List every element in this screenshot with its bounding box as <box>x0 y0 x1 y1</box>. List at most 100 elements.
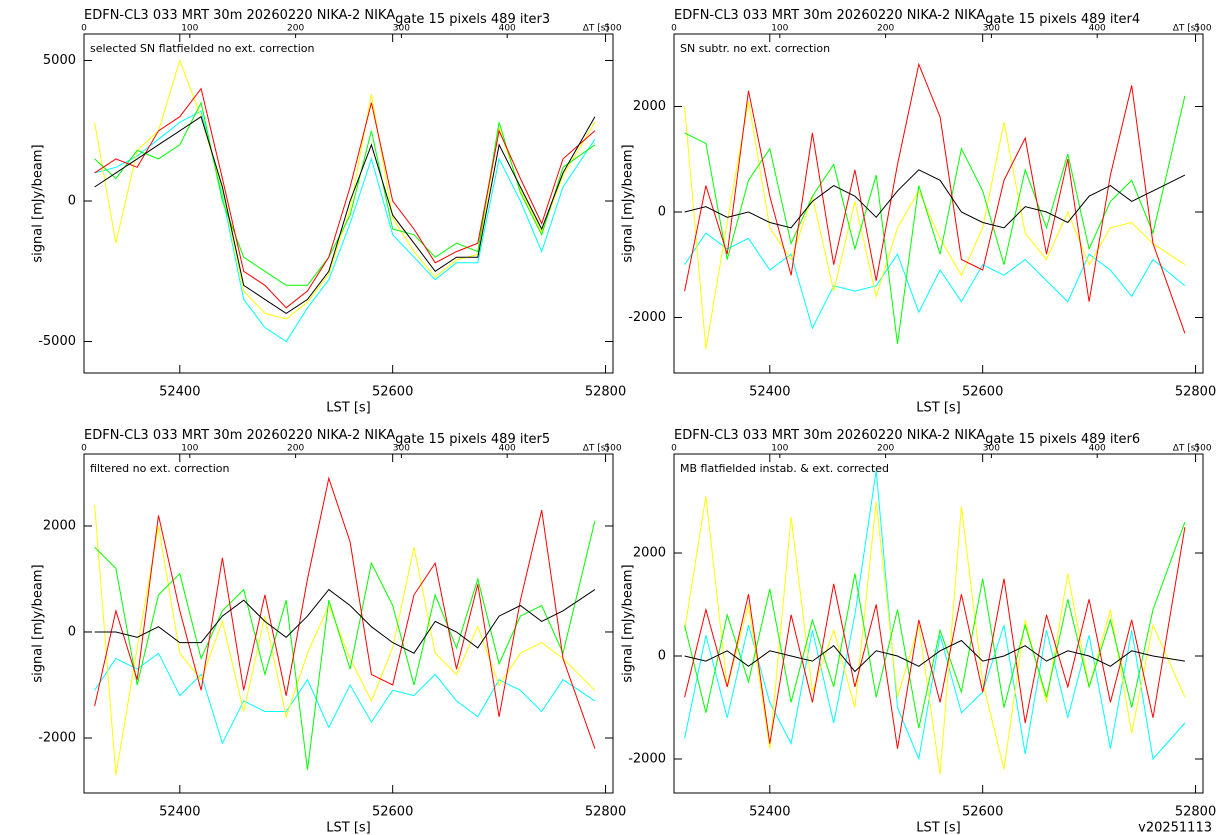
x2-tick-label: 500 <box>1194 24 1211 34</box>
signal-trace <box>94 476 596 749</box>
x2-tick-label: 400 <box>499 444 516 454</box>
x-tick-label: 52600 <box>962 385 1003 400</box>
y-axis-label: signal [mJy/beam] <box>621 564 636 682</box>
y-axis-label: signal [mJy/beam] <box>31 144 46 262</box>
y-tick-label: 2000 <box>43 518 76 533</box>
signal-trace <box>94 87 596 309</box>
x-axis-label: LST [s] <box>916 821 960 835</box>
x2-tick-label: 0 <box>671 444 677 454</box>
annotation: filtered no ext. correction <box>90 462 229 475</box>
signal-trace <box>94 588 596 654</box>
title-main: EDFN-CL3 033 MRT 30m 20260220 NIKA-2 NIK… <box>674 8 985 23</box>
x2-tick-label: 200 <box>877 24 894 34</box>
x-axis-label: LST [s] <box>326 401 370 416</box>
y-tick-label: 5000 <box>43 53 76 68</box>
panel-title: EDFN-CL3 033 MRT 30m 20260220 NIKA-2 NIK… <box>84 8 550 27</box>
annotation: SN subtr. no ext. correction <box>680 42 830 55</box>
plot-frame <box>673 453 1204 794</box>
title-sub: gate 15 pixels 489 iter6 <box>985 432 1140 447</box>
x2-tick-label: 300 <box>983 24 1000 34</box>
x2-axis-label: ΔT [s] <box>1173 24 1199 34</box>
signal-trace <box>94 110 596 343</box>
signal-trace <box>684 521 1186 729</box>
x-tick-label: 52600 <box>372 805 413 820</box>
x2-tick-label: 0 <box>81 444 87 454</box>
x-tick-label: 52400 <box>749 385 790 400</box>
x-tick-label: 52800 <box>585 385 626 400</box>
signal-trace <box>684 62 1186 334</box>
signal-trace <box>684 101 1186 350</box>
y-tick-label: -5000 <box>38 334 76 349</box>
title-main: EDFN-CL3 033 MRT 30m 20260220 NIKA-2 NIK… <box>674 428 985 443</box>
x-tick-label: 52800 <box>1175 805 1216 820</box>
signal-trace <box>94 520 596 770</box>
x2-tick-label: 100 <box>771 444 788 454</box>
y-tick-label: -2000 <box>628 752 666 767</box>
signal-trace <box>684 169 1186 229</box>
x-tick-label: 52600 <box>372 385 413 400</box>
x-axis-label: LST [s] <box>326 821 370 835</box>
x2-axis-label: ΔT [s] <box>583 24 609 34</box>
x2-tick-label: 400 <box>1089 444 1106 454</box>
version-label: v20251113 <box>1138 821 1212 835</box>
signal-trace <box>684 527 1186 749</box>
y-tick-label: -2000 <box>38 730 76 745</box>
plot-frame <box>83 33 614 374</box>
title-sub: gate 15 pixels 489 iter3 <box>395 12 550 27</box>
x-tick-label: 52600 <box>962 805 1003 820</box>
title-sub: gate 15 pixels 489 iter5 <box>395 432 550 447</box>
signal-trace <box>684 639 1185 673</box>
panel-title: EDFN-CL3 033 MRT 30m 20260220 NIKA-2 NIK… <box>674 428 1140 447</box>
x-tick-label: 52800 <box>1175 385 1216 400</box>
x2-tick-label: 100 <box>181 24 198 34</box>
panel: EDFN-CL3 033 MRT 30m 20260220 NIKA-2 NIK… <box>31 8 627 416</box>
signal-trace <box>684 470 1186 761</box>
y-tick-label: 0 <box>658 648 666 663</box>
signal-trace <box>94 652 596 745</box>
panel: EDFN-CL3 033 MRT 30m 20260220 NIKA-2 NIK… <box>31 428 627 835</box>
x2-axis-label: ΔT [s] <box>1173 444 1199 454</box>
signal-trace <box>94 504 596 776</box>
x2-tick-label: 300 <box>393 444 410 454</box>
title-sub: gate 15 pixels 489 iter4 <box>985 12 1140 27</box>
y-tick-label: 0 <box>68 194 76 209</box>
signal-trace <box>684 95 1186 344</box>
x2-tick-label: 200 <box>287 24 304 34</box>
plot-frame <box>83 453 614 794</box>
title-main: EDFN-CL3 033 MRT 30m 20260220 NIKA-2 NIK… <box>84 428 395 443</box>
signal-trace <box>684 232 1186 330</box>
y-tick-label: -2000 <box>628 310 666 325</box>
x2-tick-label: 300 <box>983 444 1000 454</box>
x2-tick-label: 500 <box>1194 444 1211 454</box>
x2-tick-label: 200 <box>287 444 304 454</box>
y-axis-label: signal [mJy/beam] <box>621 144 636 262</box>
x-tick-label: 52800 <box>585 805 626 820</box>
y-tick-label: 0 <box>68 624 76 639</box>
x2-tick-label: 400 <box>499 24 516 34</box>
x2-tick-label: 100 <box>771 24 788 34</box>
x2-tick-label: 100 <box>181 444 198 454</box>
y-tick-label: 2000 <box>633 545 666 560</box>
y-tick-label: 2000 <box>633 99 666 114</box>
x2-axis-label: ΔT [s] <box>583 444 609 454</box>
y-tick-label: 0 <box>658 204 666 219</box>
panel: EDFN-CL3 033 MRT 30m 20260220 NIKA-2 NIK… <box>621 428 1217 835</box>
annotation: MB flatfielded instab. & ext. corrected <box>680 462 889 475</box>
x-axis-label: LST [s] <box>916 401 960 416</box>
signal-trace <box>94 115 596 314</box>
x2-tick-label: 0 <box>671 24 677 34</box>
x-tick-label: 52400 <box>749 805 790 820</box>
plot-frame <box>673 33 1204 374</box>
x2-tick-label: 200 <box>877 444 894 454</box>
x2-tick-label: 500 <box>604 24 621 34</box>
x-tick-label: 52400 <box>159 805 200 820</box>
x2-tick-label: 400 <box>1089 24 1106 34</box>
panel-title: EDFN-CL3 033 MRT 30m 20260220 NIKA-2 NIK… <box>84 428 550 447</box>
panel-title: EDFN-CL3 033 MRT 30m 20260220 NIKA-2 NIK… <box>674 8 1140 27</box>
x2-tick-label: 0 <box>81 24 87 34</box>
title-main: EDFN-CL3 033 MRT 30m 20260220 NIKA-2 NIK… <box>84 8 395 23</box>
signal-trace <box>684 496 1186 775</box>
x-tick-label: 52400 <box>159 385 200 400</box>
panel: EDFN-CL3 033 MRT 30m 20260220 NIKA-2 NIK… <box>621 8 1217 416</box>
y-axis-label: signal [mJy/beam] <box>31 564 46 682</box>
